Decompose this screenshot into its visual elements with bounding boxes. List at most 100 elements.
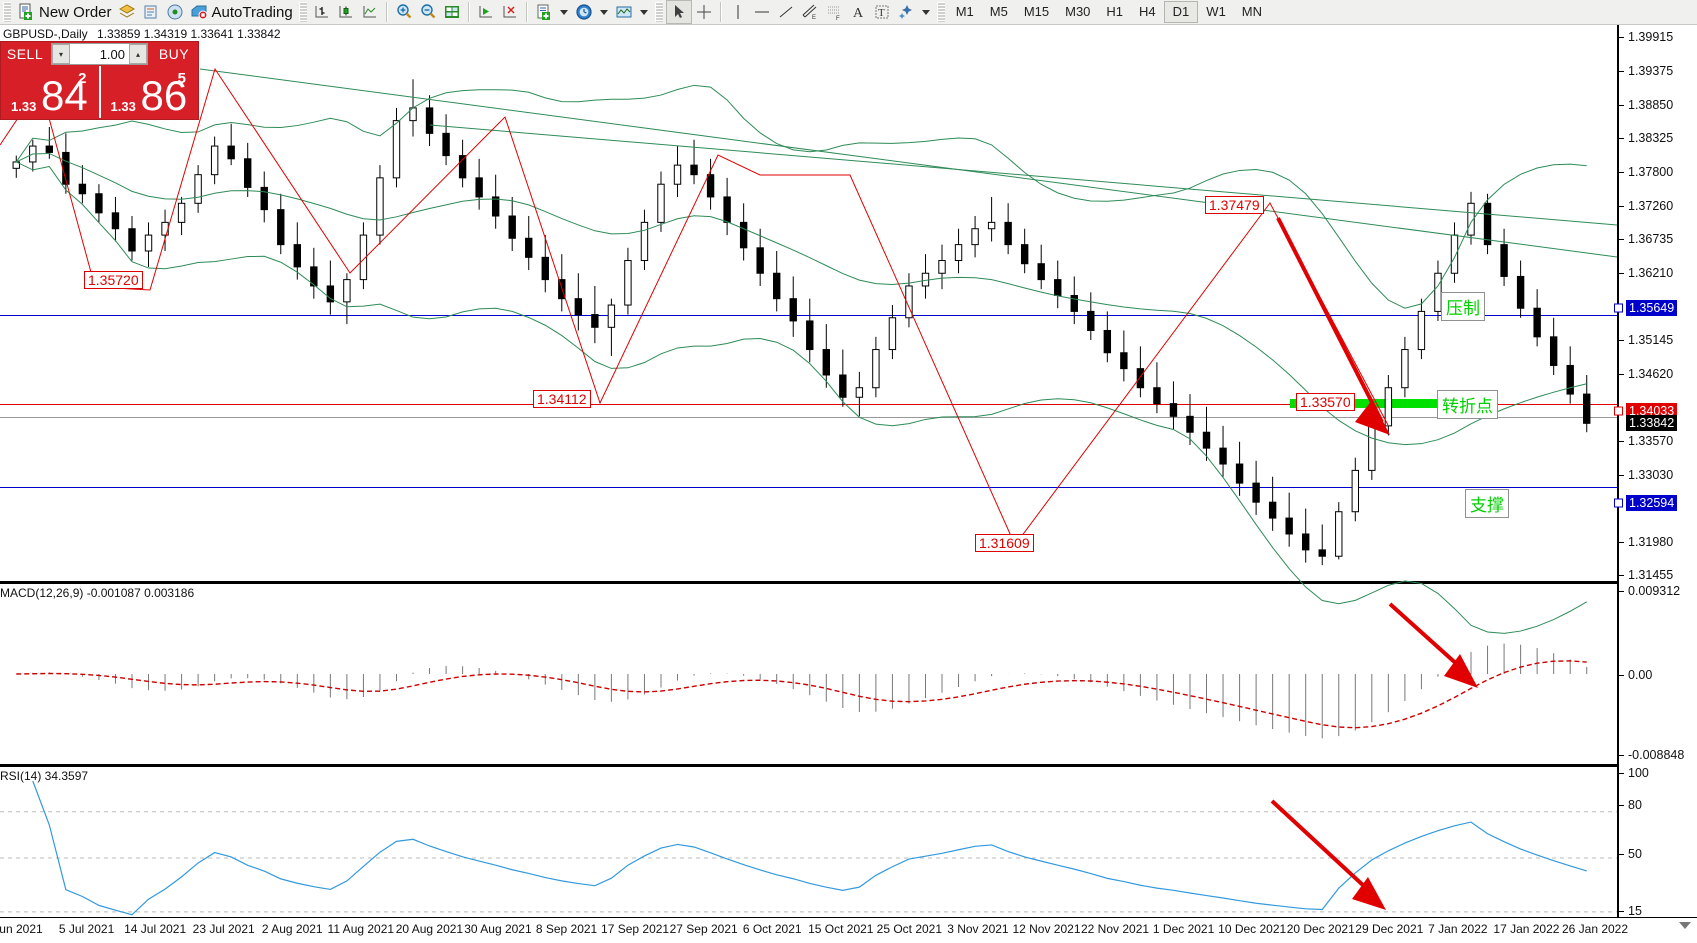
bar-chart-button[interactable] [310, 1, 334, 23]
annotation-1-31609[interactable]: 1.31609 [975, 534, 1034, 552]
buy-button[interactable]: BUY [158, 46, 190, 62]
timeframe-w1[interactable]: W1 [1206, 4, 1226, 19]
navigator-button[interactable] [163, 1, 187, 23]
cursor-button[interactable] [665, 0, 692, 24]
toolbar-grip-2[interactable] [298, 2, 307, 22]
svg-text:F: F [836, 16, 840, 21]
text-button[interactable]: A [846, 1, 870, 23]
period-button[interactable] [572, 1, 596, 23]
price-tick [1619, 373, 1624, 375]
line-chart-button[interactable] [358, 1, 382, 23]
trendline-button[interactable] [774, 1, 798, 23]
macd-pane[interactable]: MACD(12,26,9) -0.001087 0.003186 [0, 583, 1617, 766]
price-tick-label-11: 1.33030 [1628, 467, 1674, 482]
text-label-icon: T [873, 3, 891, 21]
objects-dropdown-caret[interactable] [921, 9, 930, 15]
rsi-pane[interactable]: RSI(14) 34.3597 [0, 766, 1617, 943]
new-order-button[interactable]: New Order [14, 1, 115, 23]
autotrading-button[interactable]: AutoTrading [187, 1, 296, 23]
time-axis[interactable]: Jun 2021 5 Jul 2021 14 Jul 2021 23 Jul 2021… [0, 917, 1697, 942]
sell-quote[interactable]: 1.33 84 2 [1, 66, 101, 119]
data-window-button[interactable] [139, 1, 163, 23]
tile-windows-button[interactable] [440, 1, 464, 23]
scale-tick [1619, 591, 1624, 592]
equidistant-channel-icon: E [801, 3, 819, 21]
price-tick-label-8: 1.35145 [1628, 333, 1674, 348]
timeframe-h4[interactable]: H4 [1139, 4, 1156, 19]
one-click-trading-panel[interactable]: SELL ▾ 1.00 ▴ BUY 1.33 84 2 1.33 86 5 [0, 41, 199, 120]
chart-area[interactable]: GBPUSD-,Daily 1.33859 1.34319 1.33641 1.… [0, 25, 1697, 942]
price-pane[interactable]: GBPUSD-,Daily 1.33859 1.34319 1.33641 1.… [0, 25, 1618, 634]
support-line[interactable] [0, 487, 1617, 488]
indicators-dropdown-caret[interactable] [639, 9, 648, 15]
volume-stepper[interactable]: ▾ 1.00 ▴ [51, 43, 148, 65]
line-handle[interactable] [1614, 406, 1623, 416]
turning-point-label[interactable]: 转折点 [1437, 390, 1498, 419]
resistance-label[interactable]: 压制 [1441, 292, 1485, 321]
horizontal-line-button[interactable] [750, 1, 774, 23]
chart-scroll-arrow-icon[interactable] [1679, 922, 1691, 929]
turning-point-line[interactable] [0, 404, 1617, 405]
timeframe-m30[interactable]: M30 [1065, 4, 1091, 19]
zoom-in-button[interactable] [392, 1, 416, 23]
price-scale[interactable]: 1.39915 1.39375 1.38850 1.38325 1.37800 1.372… [1614, 25, 1697, 942]
timeframe-d1[interactable]: D1 [1163, 1, 1199, 23]
sell-price-point: 2 [78, 70, 87, 87]
period-dropdown-caret[interactable] [599, 9, 608, 15]
symbol-title: GBPUSD-,Daily 1.33859 1.34319 1.33641 1.… [3, 27, 281, 41]
resistance-line-label[interactable]: 1.35649 [1626, 300, 1678, 317]
line-handle[interactable] [1614, 498, 1623, 508]
equidistant-channel-button[interactable]: E [798, 1, 822, 23]
timeframe-h1[interactable]: H1 [1106, 4, 1124, 19]
annotation-1-37479[interactable]: 1.37479 [1205, 196, 1264, 214]
toolbar-grip-4[interactable] [936, 2, 945, 22]
current-price-label[interactable]: 1.33842 [1626, 415, 1678, 432]
toolbar-grip[interactable] [3, 2, 11, 22]
add-object-dropdown-caret[interactable] [559, 9, 568, 15]
annotation-1-35720[interactable]: 1.35720 [84, 271, 143, 289]
crosshair-icon [695, 3, 713, 21]
step-back-icon [501, 3, 519, 21]
line-handle[interactable] [1614, 303, 1623, 313]
toolbar-separator-2 [467, 2, 470, 22]
price-tick [1619, 37, 1624, 38]
toolbar-separator-4 [719, 2, 722, 22]
step-forward-button[interactable] [474, 1, 498, 23]
text-label-button[interactable]: T [870, 1, 894, 23]
crosshair-button[interactable] [692, 1, 716, 23]
timeframe-m5[interactable]: M5 [989, 4, 1008, 19]
annotation-1-33570[interactable]: 1.33570 [1296, 393, 1355, 411]
date-label-6: 20 Aug 2021 [395, 922, 464, 936]
timeframe-m15[interactable]: M15 [1023, 4, 1050, 19]
volume-decrement-button[interactable]: ▾ [52, 44, 70, 64]
vertical-line-button[interactable] [726, 1, 750, 23]
buy-quote[interactable]: 1.33 86 5 [101, 66, 199, 119]
turning-point-line-label[interactable]: 1.34033 [1626, 403, 1678, 420]
step-back-button[interactable] [498, 1, 522, 23]
sell-price-big: 84 [41, 72, 88, 119]
toolbar-grip-3[interactable] [654, 2, 663, 22]
price-tick [1619, 474, 1624, 476]
indicators-button[interactable] [612, 1, 636, 23]
autotrading-icon [190, 3, 208, 21]
candlestick-chart-button[interactable] [334, 1, 358, 23]
scale-tick [1619, 805, 1624, 807]
templates-button[interactable] [115, 1, 139, 23]
resistance-line[interactable] [0, 315, 1617, 316]
fibonacci-button[interactable]: F [822, 1, 846, 23]
timeframe-m1[interactable]: M1 [955, 4, 974, 19]
date-label-15: 12 Nov 2021 [1012, 922, 1081, 936]
macd-tick-label-1: 0.00 [1628, 668, 1653, 683]
rsi-tick-label-3: 15 [1628, 903, 1642, 918]
annotation-1-34112[interactable]: 1.34112 [533, 390, 591, 408]
support-line-label[interactable]: 1.32594 [1626, 494, 1678, 511]
support-label[interactable]: 支撑 [1465, 489, 1509, 518]
volume-value[interactable]: 1.00 [99, 46, 125, 62]
zoom-out-button[interactable] [416, 1, 440, 23]
sell-button[interactable]: SELL [6, 46, 44, 62]
volume-increment-button[interactable]: ▴ [129, 44, 147, 64]
timeframe-mn[interactable]: MN [1241, 4, 1263, 19]
add-object-button[interactable] [532, 1, 556, 23]
trendline-icon [777, 3, 795, 21]
objects-button[interactable] [894, 1, 918, 23]
